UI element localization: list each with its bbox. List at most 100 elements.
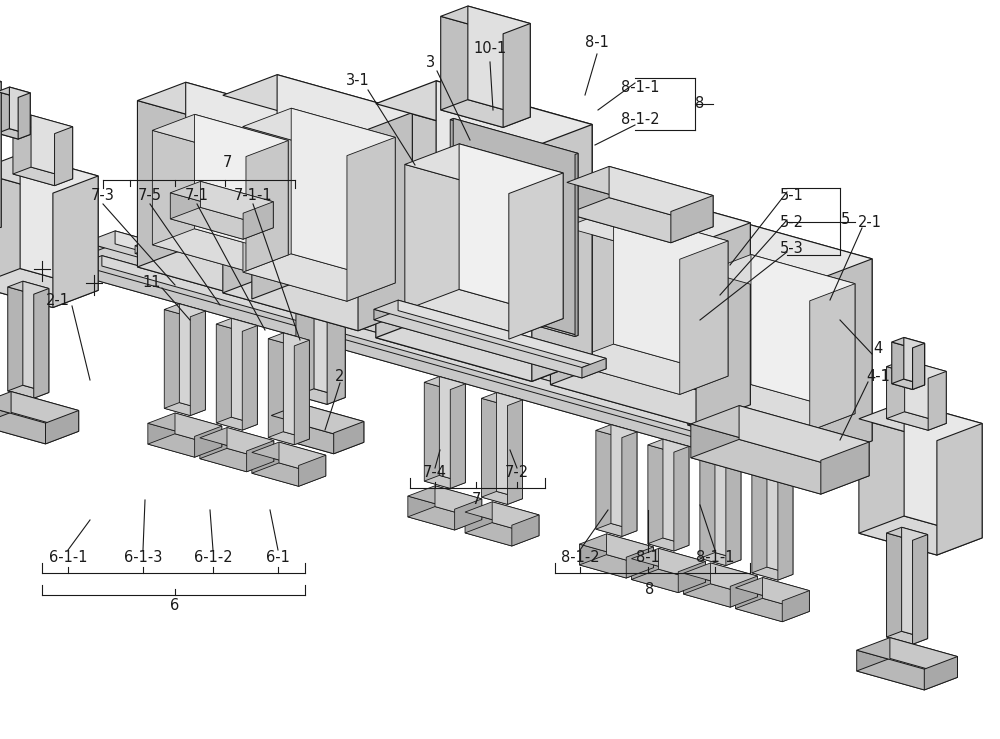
Polygon shape — [924, 656, 957, 690]
Polygon shape — [374, 300, 606, 367]
Polygon shape — [450, 384, 465, 488]
Polygon shape — [648, 538, 689, 551]
Polygon shape — [170, 181, 273, 213]
Polygon shape — [0, 392, 79, 423]
Polygon shape — [532, 124, 592, 381]
Polygon shape — [374, 310, 582, 378]
Polygon shape — [859, 516, 982, 555]
Polygon shape — [565, 344, 728, 395]
Polygon shape — [648, 439, 689, 452]
Polygon shape — [347, 137, 395, 302]
Polygon shape — [0, 154, 98, 193]
Polygon shape — [752, 469, 793, 481]
Polygon shape — [34, 288, 49, 398]
Polygon shape — [296, 295, 345, 311]
Polygon shape — [671, 196, 713, 242]
Polygon shape — [424, 382, 450, 488]
Polygon shape — [0, 268, 98, 307]
Polygon shape — [18, 93, 30, 139]
Polygon shape — [223, 95, 358, 331]
Polygon shape — [450, 118, 578, 154]
Polygon shape — [614, 209, 728, 376]
Text: 7: 7 — [222, 154, 232, 169]
Polygon shape — [424, 475, 465, 488]
Polygon shape — [726, 461, 741, 565]
Polygon shape — [865, 449, 895, 474]
Polygon shape — [509, 173, 563, 339]
Polygon shape — [190, 311, 205, 415]
Polygon shape — [659, 548, 705, 582]
Polygon shape — [200, 428, 274, 451]
Polygon shape — [252, 452, 299, 486]
Text: 7: 7 — [471, 492, 481, 508]
Polygon shape — [53, 176, 98, 307]
Polygon shape — [13, 122, 55, 185]
Polygon shape — [683, 584, 757, 607]
Polygon shape — [605, 182, 750, 405]
Polygon shape — [85, 231, 895, 460]
Polygon shape — [887, 528, 928, 540]
Polygon shape — [810, 284, 855, 431]
Polygon shape — [468, 6, 530, 117]
Polygon shape — [579, 534, 653, 557]
Polygon shape — [164, 304, 205, 317]
Polygon shape — [739, 406, 869, 476]
Polygon shape — [752, 567, 793, 580]
Text: 11: 11 — [143, 274, 161, 290]
Polygon shape — [481, 392, 523, 406]
Polygon shape — [271, 404, 364, 433]
Polygon shape — [680, 241, 728, 395]
Polygon shape — [13, 115, 73, 134]
Polygon shape — [575, 154, 578, 336]
Polygon shape — [115, 231, 895, 463]
Polygon shape — [631, 548, 705, 572]
Polygon shape — [742, 222, 872, 441]
Polygon shape — [314, 295, 345, 398]
Polygon shape — [706, 384, 855, 431]
Polygon shape — [674, 446, 689, 551]
Polygon shape — [767, 469, 793, 574]
Polygon shape — [0, 81, 1, 231]
Polygon shape — [631, 559, 678, 593]
Polygon shape — [20, 154, 98, 290]
Polygon shape — [550, 182, 750, 243]
Polygon shape — [778, 476, 793, 580]
Text: 5-2: 5-2 — [780, 214, 804, 230]
Polygon shape — [31, 115, 73, 179]
Polygon shape — [0, 404, 46, 444]
Polygon shape — [186, 82, 300, 281]
Text: 7-1-1: 7-1-1 — [234, 188, 272, 202]
Polygon shape — [550, 364, 750, 426]
Polygon shape — [13, 167, 73, 185]
Polygon shape — [55, 127, 73, 185]
Polygon shape — [859, 419, 937, 555]
Text: 8-1-1: 8-1-1 — [621, 80, 659, 95]
Text: 8-1-2: 8-1-2 — [621, 112, 659, 126]
Polygon shape — [735, 599, 809, 621]
Polygon shape — [441, 6, 530, 34]
Polygon shape — [782, 590, 809, 621]
Polygon shape — [283, 333, 309, 439]
Polygon shape — [374, 310, 606, 378]
Polygon shape — [299, 455, 326, 486]
Polygon shape — [436, 81, 592, 358]
Text: 2-1: 2-1 — [858, 214, 882, 230]
Polygon shape — [296, 389, 345, 404]
Polygon shape — [481, 491, 523, 505]
Polygon shape — [247, 440, 274, 471]
Polygon shape — [892, 338, 925, 348]
Polygon shape — [700, 460, 726, 565]
Polygon shape — [465, 522, 539, 546]
Polygon shape — [277, 75, 412, 310]
Polygon shape — [78, 266, 830, 479]
Text: 8-1: 8-1 — [636, 551, 660, 565]
Polygon shape — [200, 437, 247, 471]
Polygon shape — [408, 506, 482, 530]
Polygon shape — [152, 115, 288, 157]
Text: 6-1: 6-1 — [266, 551, 290, 565]
Polygon shape — [252, 442, 326, 466]
Polygon shape — [408, 496, 455, 530]
Polygon shape — [252, 463, 326, 486]
Polygon shape — [408, 486, 482, 509]
Polygon shape — [890, 638, 957, 678]
